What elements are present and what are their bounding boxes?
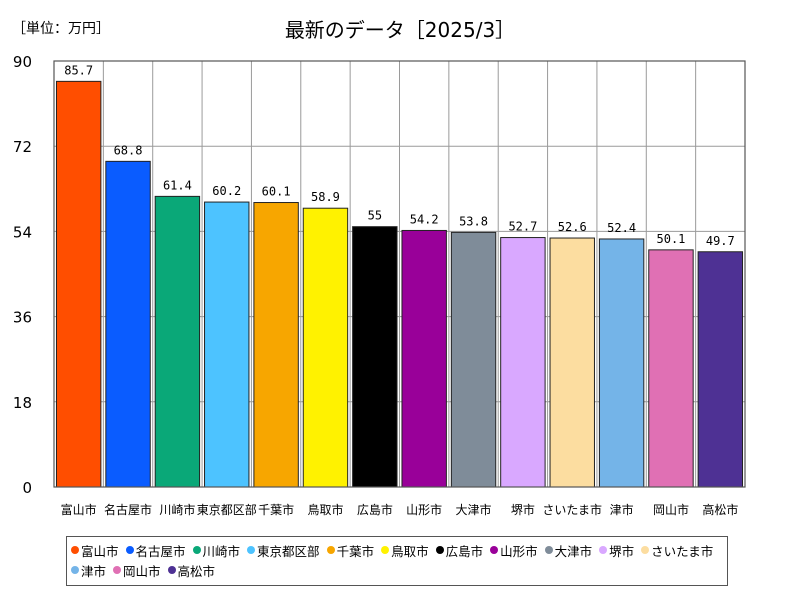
legend-item: 大津市 — [544, 540, 593, 560]
x-tick-label: 広島市 — [357, 502, 393, 517]
x-tick-label: 東京都区部 — [197, 502, 257, 517]
bar-2 — [105, 160, 151, 488]
legend-item: さいたま市 — [641, 540, 713, 560]
y-tick-label: 72 — [13, 138, 32, 156]
legend-item: 富山市 — [71, 540, 119, 560]
legend-item: 山形市 — [490, 540, 538, 560]
legend-label: 山形市 — [500, 543, 538, 559]
x-tick-label: 川崎市 — [159, 502, 195, 517]
legend-marker — [599, 546, 608, 554]
data-label: 49.7 — [706, 234, 735, 248]
legend-marker — [192, 546, 201, 554]
legend-item: 千葉市 — [326, 540, 375, 560]
legend-item: 堺市 — [599, 540, 634, 560]
bar-8 — [401, 229, 447, 488]
legend-item: 広島市 — [435, 540, 484, 560]
chart-legend: 富山市 名古屋市 川崎市 東京都区部 千葉市 鳥取市 広島市 山形市 大津市 堺市 さいたま市津市岡… — [66, 536, 728, 586]
bar-6 — [302, 207, 349, 488]
data-label: 52.7 — [508, 220, 537, 234]
legend-marker — [71, 566, 79, 574]
y-tick-label: 54 — [13, 223, 32, 241]
data-label: 60.2 — [212, 184, 241, 198]
bar-13 — [648, 249, 694, 488]
legend-marker — [381, 546, 390, 554]
y-tick-label: 18 — [13, 394, 32, 412]
bar-9 — [450, 231, 497, 488]
legend-marker — [113, 566, 122, 574]
legend-marker — [435, 546, 444, 554]
y-tick-label: 36 — [13, 309, 32, 327]
bar-5 — [253, 202, 299, 488]
x-tick-label: 千葉市 — [258, 502, 294, 517]
data-label: 52.6 — [558, 220, 587, 234]
legend-marker — [641, 546, 650, 554]
data-label: 52.4 — [607, 221, 636, 235]
legend-label: 岡山市 — [123, 563, 161, 579]
x-tick-label: 富山市 — [61, 502, 97, 517]
bar-12 — [598, 238, 645, 488]
legend-marker — [490, 546, 499, 554]
legend-label: 津市 — [81, 563, 107, 579]
bar-1 — [55, 80, 102, 488]
legend-item: 東京都区部 — [247, 540, 320, 560]
bar-10 — [500, 237, 546, 488]
data-label: 85.7 — [64, 63, 93, 77]
bar-4 — [204, 201, 250, 488]
data-label: 50.1 — [657, 232, 686, 246]
legend-label: 広島市 — [445, 543, 484, 559]
data-label: 60.1 — [262, 185, 291, 199]
plot-border — [53, 60, 746, 488]
x-tick-label: 山形市 — [406, 502, 442, 517]
legend-marker — [326, 546, 335, 554]
data-label: 53.8 — [459, 214, 488, 228]
legend-item: 津市 — [71, 560, 106, 580]
legend-item: 岡山市 — [113, 560, 161, 580]
legend-marker — [544, 546, 553, 554]
data-label: 55 — [368, 209, 382, 223]
x-tick-label: 鳥取市 — [307, 502, 343, 517]
legend-label: 東京都区部 — [257, 543, 320, 559]
x-tick-label: 名古屋市 — [104, 502, 152, 517]
legend-marker — [71, 546, 79, 554]
legend-label: 大津市 — [554, 543, 593, 559]
data-label: 54.2 — [410, 212, 439, 226]
bar-3 — [154, 195, 201, 488]
legend-label: 名古屋市 — [135, 543, 186, 559]
unit-label: ［単位：万円］ — [12, 21, 110, 37]
legend-item: 名古屋市 — [125, 540, 186, 560]
data-label: 68.8 — [114, 143, 143, 157]
x-tick-label: 大津市 — [456, 502, 492, 517]
legend-label: 富山市 — [81, 543, 119, 559]
legend-label: 千葉市 — [336, 543, 375, 559]
x-tick-label: 高松市 — [702, 502, 738, 517]
legend-label: 川崎市 — [202, 543, 241, 559]
legend-item: 高松市 — [167, 560, 216, 580]
legend-marker — [247, 546, 256, 554]
bar-14 — [697, 251, 744, 488]
chart-title: 最新のデータ［2025/3］ — [284, 18, 516, 42]
legend-item: 川崎市 — [192, 540, 241, 560]
x-tick-label: 津市 — [610, 502, 634, 517]
legend-label: 鳥取市 — [391, 543, 429, 559]
data-label: 61.4 — [163, 178, 192, 192]
legend-label: 高松市 — [177, 563, 216, 579]
bar-chart: 90 72 54 36 18 0 85.7 富山市 68.8 名古屋市 61.4 川崎市 60.2 東京都… — [13, 53, 746, 517]
data-label: 58.9 — [311, 190, 340, 204]
y-tick-label: 90 — [13, 53, 32, 71]
x-tick-label: 堺市 — [511, 502, 535, 517]
bar-7 — [352, 226, 398, 488]
legend-marker — [167, 566, 176, 574]
legend-item: 鳥取市 — [381, 540, 429, 560]
y-tick-label: 0 — [22, 479, 32, 497]
legend-label: 堺市 — [609, 543, 635, 559]
x-tick-label: 岡山市 — [653, 502, 689, 517]
x-tick-label: さいたま市 — [542, 502, 602, 517]
legend-marker — [125, 546, 134, 554]
bar-11 — [549, 237, 595, 488]
legend-label: さいたま市 — [651, 543, 714, 559]
